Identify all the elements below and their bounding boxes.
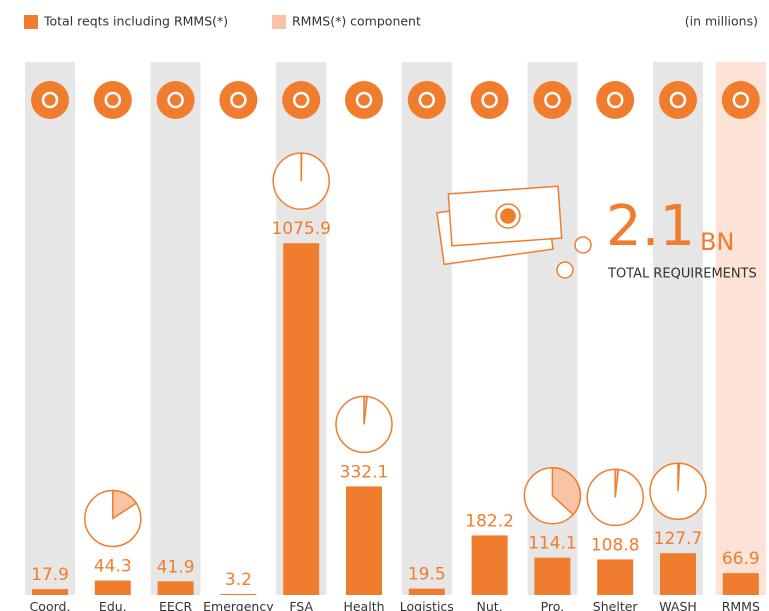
sector-icon-glyph bbox=[544, 91, 561, 109]
sector-icon bbox=[219, 81, 258, 119]
total-label: TOTAL REQUIREMENTS bbox=[607, 267, 757, 282]
sector-icon bbox=[93, 81, 132, 119]
x-tick-label: Pro. bbox=[540, 599, 565, 611]
value-label: 3.2 bbox=[225, 570, 252, 590]
x-tick-label: EECR bbox=[158, 599, 193, 611]
x-tick-label: Emergency Telecomm. bbox=[203, 599, 274, 611]
value-label: 19.5 bbox=[408, 565, 446, 585]
sector-icon bbox=[659, 81, 697, 119]
sector-icon-glyph bbox=[104, 91, 122, 109]
sector-icon bbox=[470, 81, 509, 119]
legend: Total reqts including RMMS(*) RMMS(*) co… bbox=[24, 14, 758, 29]
bubble bbox=[556, 261, 574, 279]
sector-icon-glyph bbox=[606, 91, 624, 109]
sector-icon bbox=[345, 81, 383, 119]
bar bbox=[157, 581, 194, 595]
bar bbox=[408, 588, 445, 595]
bar bbox=[32, 589, 68, 595]
sector-icon-glyph bbox=[230, 91, 247, 109]
value-label: 108.8 bbox=[591, 535, 640, 555]
value-label: 41.9 bbox=[157, 557, 195, 577]
legend-label: Total reqts including RMMS(*) bbox=[43, 14, 228, 29]
pie-slice bbox=[363, 395, 369, 425]
bar bbox=[534, 557, 571, 595]
sector-icon bbox=[721, 81, 760, 119]
sector-icon-glyph bbox=[355, 91, 373, 109]
value-label: 114.1 bbox=[528, 534, 577, 554]
value-label: 1075.9 bbox=[271, 219, 330, 239]
bar bbox=[346, 486, 382, 595]
sector-icon bbox=[31, 81, 69, 119]
total-unit: BN bbox=[700, 228, 734, 256]
money-illustration bbox=[436, 185, 592, 279]
x-tick-label: Edu. bbox=[98, 599, 127, 611]
sector-icon bbox=[407, 81, 446, 119]
sector-icon-glyph bbox=[418, 91, 436, 109]
coin bbox=[500, 208, 516, 224]
legend-swatch bbox=[272, 15, 286, 29]
x-tick-label: Coord. bbox=[29, 599, 71, 611]
bar bbox=[597, 559, 634, 595]
value-label: 332.1 bbox=[340, 462, 389, 482]
legend-swatch bbox=[24, 15, 38, 29]
column-background bbox=[150, 62, 201, 595]
unit-note: (in millions) bbox=[685, 14, 758, 29]
value-label: 17.9 bbox=[31, 565, 69, 585]
x-tick-label: Health bbox=[343, 599, 385, 611]
sector-icon-glyph bbox=[41, 91, 59, 109]
value-label: 66.9 bbox=[722, 549, 760, 569]
bar bbox=[220, 593, 257, 595]
sector-icon-glyph bbox=[481, 91, 498, 109]
column-background bbox=[401, 62, 452, 595]
column-background bbox=[25, 62, 75, 595]
bar bbox=[722, 573, 759, 595]
sector-icon-glyph bbox=[669, 91, 687, 109]
x-tick-label: FSA bbox=[289, 599, 314, 611]
sector-icon bbox=[156, 81, 195, 119]
bar bbox=[94, 580, 131, 595]
sector-icon bbox=[533, 81, 572, 119]
sector-icon bbox=[596, 81, 635, 119]
x-tick-label: WASH bbox=[659, 599, 697, 611]
value-label: 182.2 bbox=[465, 511, 514, 531]
total-value: 2.1 bbox=[606, 194, 695, 259]
sector-icon-glyph bbox=[167, 91, 184, 109]
bar bbox=[660, 553, 696, 595]
pie-slice bbox=[614, 468, 620, 498]
value-label: 127.7 bbox=[654, 529, 703, 549]
bars: 17.9 44.3 41.9 3.2 1075.9 332.1 19.5 182.2 114.1… bbox=[31, 152, 760, 595]
pie-slice bbox=[551, 466, 582, 516]
bar bbox=[471, 535, 508, 595]
sector-icon-glyph bbox=[732, 91, 750, 109]
pie-slice bbox=[112, 489, 138, 520]
bar bbox=[283, 243, 320, 595]
legend-label: RMMS(*) component bbox=[292, 14, 421, 29]
value-label: 44.3 bbox=[94, 557, 132, 577]
sector-icon bbox=[282, 81, 321, 119]
x-tick-label: RMMS bbox=[721, 599, 760, 611]
x-tick-label: Logistics bbox=[399, 599, 454, 611]
pie-slice bbox=[677, 462, 681, 492]
column-background bbox=[715, 62, 766, 595]
x-tick-label: Shelter bbox=[592, 599, 638, 611]
bubble bbox=[574, 236, 592, 254]
sector-icon-glyph bbox=[292, 91, 310, 109]
x-tick-label: Nut. bbox=[476, 599, 503, 611]
